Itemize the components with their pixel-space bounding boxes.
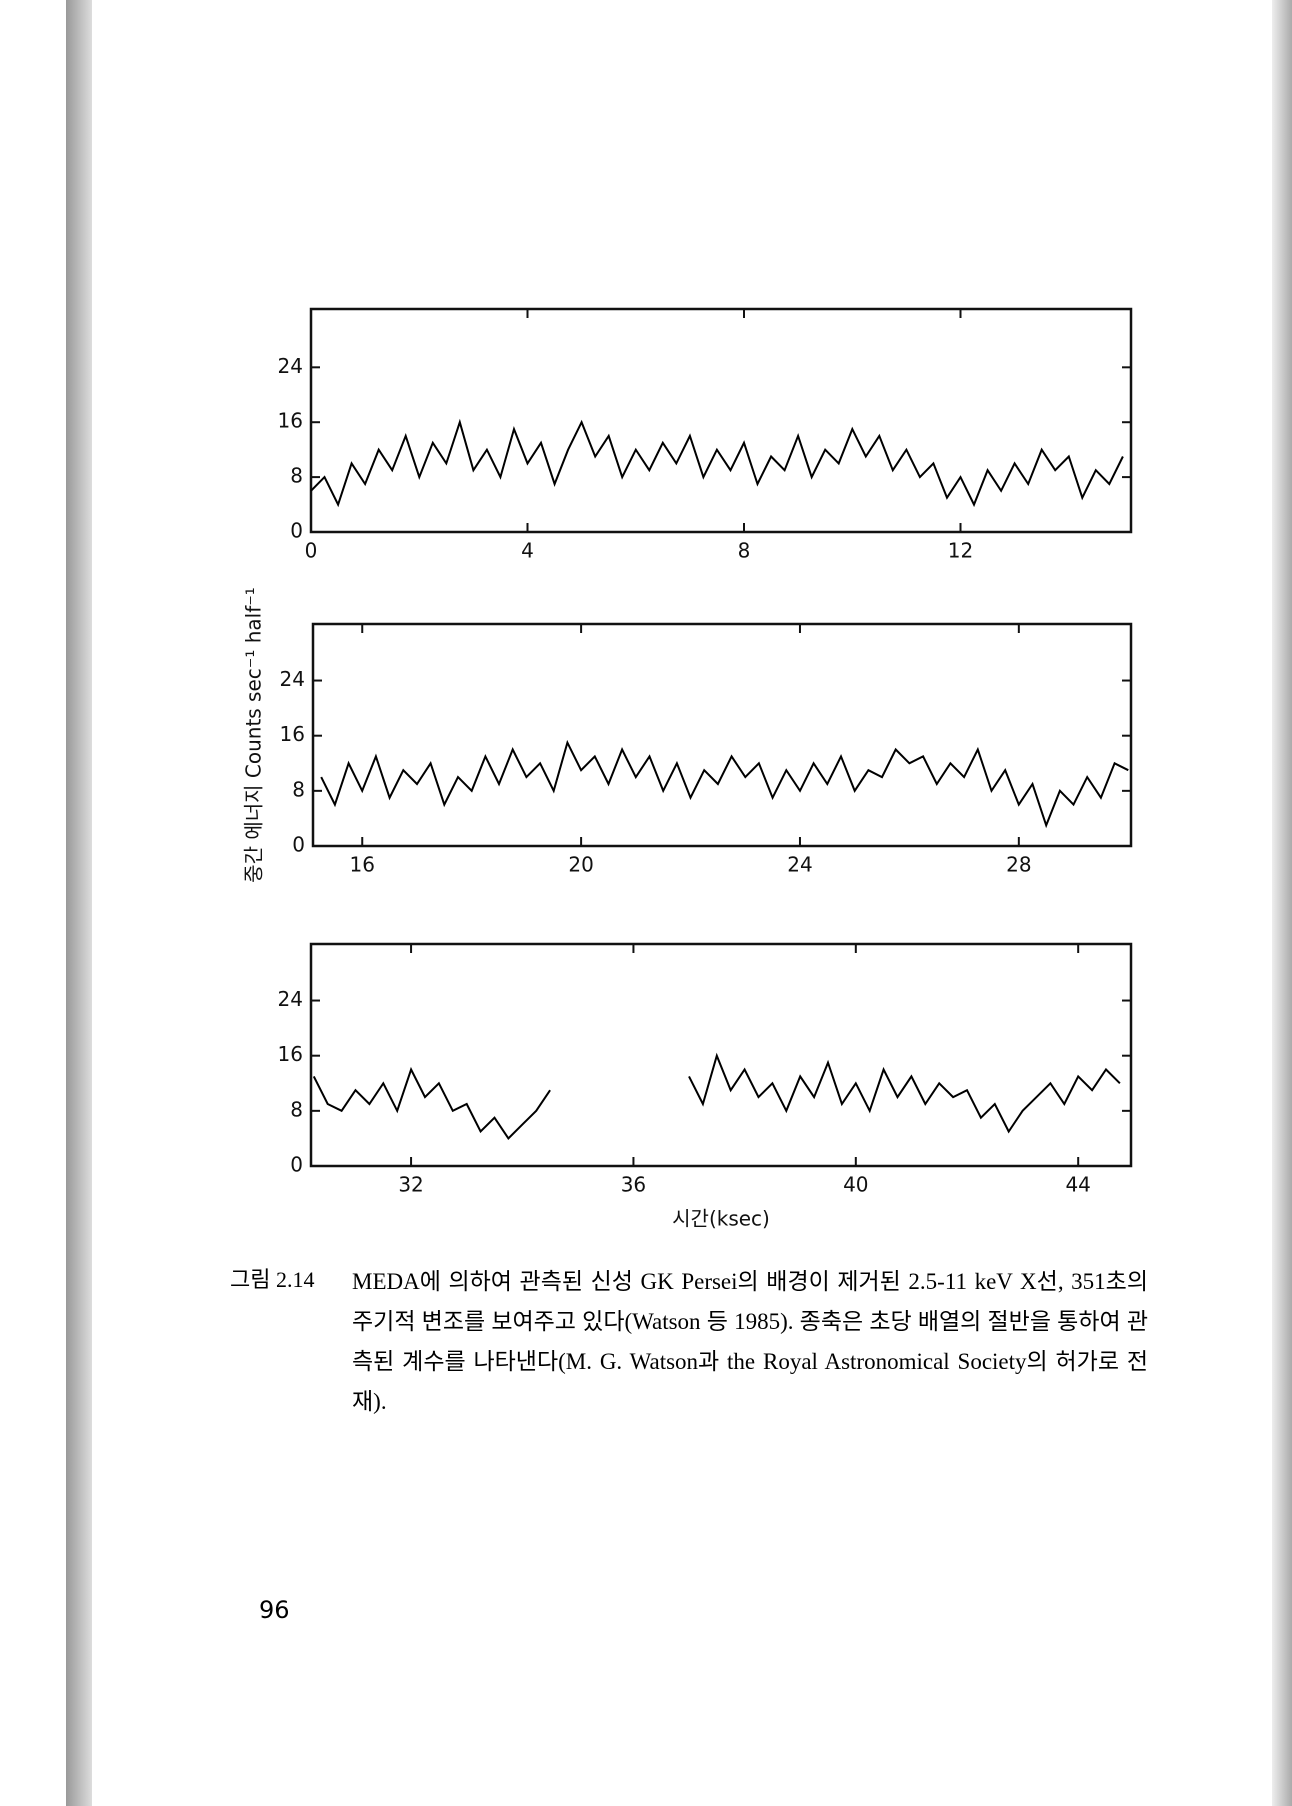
caption-label: 그림 2.14 xyxy=(230,1267,315,1292)
y-tick-label: 24 xyxy=(278,987,303,1011)
y-tick-label: 24 xyxy=(280,667,305,691)
y-tick-label: 16 xyxy=(278,409,303,433)
x-tick-label: 40 xyxy=(843,1173,868,1197)
plot-frame xyxy=(311,622,1133,848)
x-tick-label: 0 xyxy=(305,539,318,563)
y-tick-label: 16 xyxy=(280,722,305,746)
x-tick-label: 16 xyxy=(350,853,375,877)
x-tick-label: 8 xyxy=(738,539,751,563)
caption: MEDA에 의하여 관측된 신성 GK Persei의 배경이 제거된 2.5-… xyxy=(352,1269,1148,1414)
y-tick-label: 0 xyxy=(290,1153,303,1177)
y-tick-label: 16 xyxy=(278,1042,303,1066)
y-tick-label: 0 xyxy=(290,519,303,543)
x-tick-label: 12 xyxy=(948,539,973,563)
y-tick-label: 8 xyxy=(290,1097,303,1121)
plot-frame xyxy=(309,307,1133,534)
y-tick-label: 24 xyxy=(278,354,303,378)
x-tick-label: 36 xyxy=(621,1173,646,1197)
x-tick-label: 44 xyxy=(1065,1173,1090,1197)
page-number: 96 xyxy=(259,1596,290,1624)
light-curve xyxy=(310,418,1124,508)
x-tick-label: 32 xyxy=(398,1173,423,1197)
plot-frame xyxy=(309,942,1133,1168)
light-curve xyxy=(312,1052,1121,1140)
x-tick-label: 28 xyxy=(1006,853,1031,877)
page-edge xyxy=(1272,0,1292,1806)
x-tick-label: 4 xyxy=(521,539,534,563)
light-curve xyxy=(320,739,1129,829)
page-edge xyxy=(66,0,92,1806)
y-tick-label: 0 xyxy=(292,833,305,857)
x-tick-label: 24 xyxy=(787,853,812,877)
y-tick-label: 8 xyxy=(292,777,305,801)
y-tick-label: 8 xyxy=(290,464,303,488)
x-axis-label: 시간(ksec) xyxy=(672,1207,770,1231)
y-axis-label: 중간 에너지 Counts sec⁻¹ half⁻¹ xyxy=(242,587,266,883)
x-tick-label: 20 xyxy=(568,853,593,877)
